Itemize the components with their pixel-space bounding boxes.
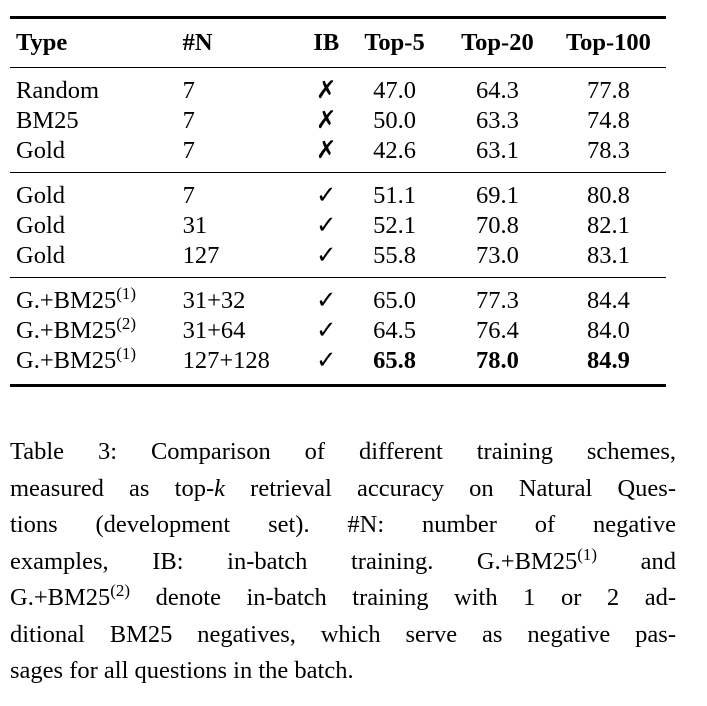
table-row: BM25 7 ✗ 50.0 63.3 74.8 xyxy=(10,106,666,136)
header-top20: Top-20 xyxy=(443,16,551,68)
caption-text: retrieval accuracy on Natural Ques- xyxy=(224,474,676,502)
caption-line: examples, IB: in-batch training. G.+BM25… xyxy=(10,544,676,581)
cell-type: Gold xyxy=(10,172,183,211)
cell-top20: 70.8 xyxy=(475,212,519,239)
cell-top5: 51.1 xyxy=(345,172,444,211)
cell-n: 127+128 xyxy=(182,346,308,387)
cell-n: 7 xyxy=(182,137,195,164)
cell-top20: 63.3 xyxy=(475,107,519,134)
table-row: Gold 127 ✓ 55.8 73.0 83.1 xyxy=(10,241,666,278)
caption-superscript: (2) xyxy=(110,581,131,600)
caption-line: measured as top-k retrieval accuracy on … xyxy=(10,471,676,508)
check-icon: ✓ xyxy=(307,346,346,387)
check-icon: ✓ xyxy=(307,172,346,211)
cell-top5: 52.1 xyxy=(373,212,416,239)
caption-line: sages for all questions in the batch. xyxy=(10,657,354,684)
cell-n: 31+64 xyxy=(182,317,246,344)
results-table: Type #N IB Top-5 Top-20 Top-100 Random 7… xyxy=(10,16,666,387)
table-row: G.+BM25(1) 31+32 ✓ 65.0 77.3 84.4 xyxy=(10,277,666,316)
cell-type: Random xyxy=(16,77,100,104)
results-table-container: Type #N IB Top-5 Top-20 Top-100 Random 7… xyxy=(10,16,666,387)
table-row: G.+BM25(2) 31+64 ✓ 64.5 76.4 84.0 xyxy=(10,314,666,346)
cell-top20: 77.3 xyxy=(443,277,551,316)
table-row: Random 7 ✗ 47.0 64.3 77.8 xyxy=(10,68,666,107)
cell-top20-best: 78.0 xyxy=(443,346,551,387)
caption-superscript: (1) xyxy=(577,544,598,564)
cross-icon: ✗ xyxy=(316,107,337,134)
caption-line: G.+BM25(2) denote in-batch training with… xyxy=(10,580,676,617)
header-ib: IB xyxy=(307,16,346,68)
cell-type: G.+BM25(1) xyxy=(10,344,183,387)
check-icon: ✓ xyxy=(307,277,346,316)
type-label: G.+BM25 xyxy=(16,347,117,374)
cell-top100: 78.3 xyxy=(587,137,630,164)
cell-top5: 50.0 xyxy=(373,107,416,134)
table-header-row: Type #N IB Top-5 Top-20 Top-100 xyxy=(10,16,666,68)
cell-top20: 73.0 xyxy=(475,242,519,269)
caption-line: tions (development set). #N: number of n… xyxy=(10,511,676,538)
cell-n: 7 xyxy=(182,172,308,211)
check-icon: ✓ xyxy=(316,242,337,269)
header-top5: Top-5 xyxy=(345,16,444,68)
cell-n: 127 xyxy=(182,242,220,269)
check-icon: ✓ xyxy=(316,212,337,239)
header-n: #N xyxy=(182,16,308,68)
table-group-1: Random 7 ✗ 47.0 64.3 77.8 BM25 7 ✗ 50.0 … xyxy=(10,68,666,173)
cell-type: Gold xyxy=(16,137,65,164)
table-row: Gold 31 ✓ 52.1 70.8 82.1 xyxy=(10,211,666,241)
cell-top100: 82.1 xyxy=(587,212,630,239)
cell-top100: 74.8 xyxy=(587,107,630,134)
caption-text: G.+BM25 xyxy=(10,584,111,611)
type-label: G.+BM25 xyxy=(16,287,117,314)
cell-n: 7 xyxy=(182,77,195,104)
cell-top5: 64.5 xyxy=(373,317,416,344)
cell-top20: 69.1 xyxy=(443,172,551,211)
table-caption: Table 3: Comparison of different trainin… xyxy=(10,434,676,690)
cell-top5-best: 65.8 xyxy=(345,346,444,387)
header-top100: Top-100 xyxy=(550,16,666,68)
caption-text: denote in-batch training with 1 or 2 ad- xyxy=(130,584,676,611)
type-superscript: (2) xyxy=(116,314,137,333)
caption-text: and xyxy=(597,547,676,575)
table-row: Gold 7 ✗ 42.6 63.1 78.3 xyxy=(10,136,666,173)
caption-text: measured as top- xyxy=(10,474,215,502)
table-row: Gold 7 ✓ 51.1 69.1 80.8 xyxy=(10,172,666,211)
cell-top20: 63.1 xyxy=(475,137,519,164)
cell-type: G.+BM25(2) xyxy=(10,314,183,346)
cell-n: 31 xyxy=(182,212,208,239)
cell-top20: 64.3 xyxy=(475,77,519,104)
caption-line: Table 3: Comparison of different trainin… xyxy=(10,438,676,465)
table-row: G.+BM25(1) 127+128 ✓ 65.8 78.0 84.9 xyxy=(10,344,666,387)
caption-line: ditional BM25 negatives, which serve as … xyxy=(10,620,676,648)
table-group-2: Gold 7 ✓ 51.1 69.1 80.8 Gold 31 ✓ 52.1 7… xyxy=(10,172,666,278)
cell-top100: 84.4 xyxy=(550,277,666,316)
cell-top5: 47.0 xyxy=(373,77,416,104)
cross-icon: ✗ xyxy=(316,137,337,164)
type-superscript: (1) xyxy=(116,344,137,363)
type-superscript: (1) xyxy=(116,284,137,303)
caption-text: examples, IB: in-batch training. G.+BM25 xyxy=(10,547,578,575)
cell-top100-best: 84.9 xyxy=(550,346,666,387)
cell-top100: 80.8 xyxy=(550,172,666,211)
cell-top100: 83.1 xyxy=(587,242,630,269)
cell-top100: 84.0 xyxy=(587,317,630,344)
table-group-3: G.+BM25(1) 31+32 ✓ 65.0 77.3 84.4 G.+BM2… xyxy=(10,277,666,387)
cell-type: BM25 xyxy=(16,107,79,134)
caption-k-italic: k xyxy=(214,474,225,502)
cell-top5: 65.0 xyxy=(345,277,444,316)
cell-top5: 42.6 xyxy=(373,137,416,164)
cell-top20: 76.4 xyxy=(475,317,519,344)
header-type: Type xyxy=(10,16,183,68)
cell-n: 31+32 xyxy=(182,277,308,316)
type-label: G.+BM25 xyxy=(16,317,117,344)
cell-n: 7 xyxy=(182,107,195,134)
cross-icon: ✗ xyxy=(316,77,337,104)
cell-type: Gold xyxy=(16,212,65,239)
check-icon: ✓ xyxy=(316,317,337,344)
cell-top5: 55.8 xyxy=(373,242,416,269)
cell-type: G.+BM25(1) xyxy=(10,277,183,316)
cell-type: Gold xyxy=(16,242,65,269)
cell-top100: 77.8 xyxy=(587,77,630,104)
